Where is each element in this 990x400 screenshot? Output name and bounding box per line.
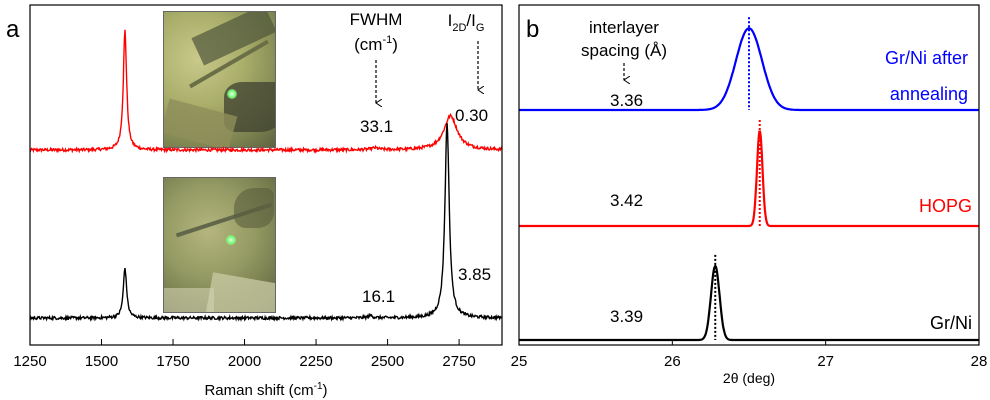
panel-b-xlabel: 2θ (deg) <box>723 370 775 386</box>
panel-b-letter: b <box>526 16 539 43</box>
b-xtick-label: 28 <box>971 353 988 370</box>
spacing-header-line1: interlayer <box>589 18 659 37</box>
a-xtick-label: 2250 <box>299 353 332 370</box>
a-xtick-label: 1250 <box>13 353 46 370</box>
spacing-red-value: 3.42 <box>610 191 643 210</box>
optical-micrograph-bottom <box>163 177 276 313</box>
raman-series-red <box>29 29 503 154</box>
panel-b: 25 26 27 28 b interlayer spacing (Å) 3.36 3… <box>511 4 988 386</box>
xrd-series-gr-ni <box>519 264 979 342</box>
b-xtick-label: 25 <box>511 353 528 370</box>
spacing-header-line2: spacing (Å) <box>581 41 667 60</box>
xrd-series-hopg <box>519 130 979 228</box>
black-fwhm-value: 16.1 <box>362 287 395 306</box>
panel-a-frame <box>29 4 503 346</box>
xrd-series-gr-ni-annealed <box>519 27 979 112</box>
panel-a-letter: a <box>6 16 20 43</box>
panel-b-frame <box>518 4 980 346</box>
a-xtick-label: 2500 <box>371 353 404 370</box>
series-label-hopg: HOPG <box>919 196 972 216</box>
red-ratio-value: 0.30 <box>455 106 488 125</box>
a-xtick-label: 1750 <box>156 353 189 370</box>
fwhm-unit: (cm-1) <box>354 34 398 54</box>
series-label-gr-ni-annealed-line1: Gr/Ni after <box>885 48 968 68</box>
spacing-black-value: 3.39 <box>610 307 643 326</box>
optical-micrograph-top <box>163 11 276 148</box>
series-label-gr-ni-annealed-line2: annealing <box>890 84 968 104</box>
ratio-header: I2D/IG <box>448 11 485 34</box>
b-xtick-label: 27 <box>817 353 834 370</box>
black-ratio-value: 3.85 <box>458 265 491 284</box>
series-label-gr-ni: Gr/Ni <box>930 313 972 333</box>
panel-a-xlabel: Raman shift (cm-1) <box>204 381 327 399</box>
a-xtick-label: 1500 <box>85 353 118 370</box>
a-xtick-label: 2750 <box>442 353 475 370</box>
fwhm-header: FWHM <box>350 10 403 29</box>
red-fwhm-value: 33.1 <box>360 117 393 136</box>
raman-series-black <box>29 123 503 322</box>
a-xtick-label: 2000 <box>228 353 261 370</box>
panel-a: 1250 1500 1750 2000 2250 2500 2750 a FWHM (cm-… <box>6 4 503 399</box>
b-xtick-label: 26 <box>664 353 681 370</box>
spacing-blue-value: 3.36 <box>610 91 643 110</box>
